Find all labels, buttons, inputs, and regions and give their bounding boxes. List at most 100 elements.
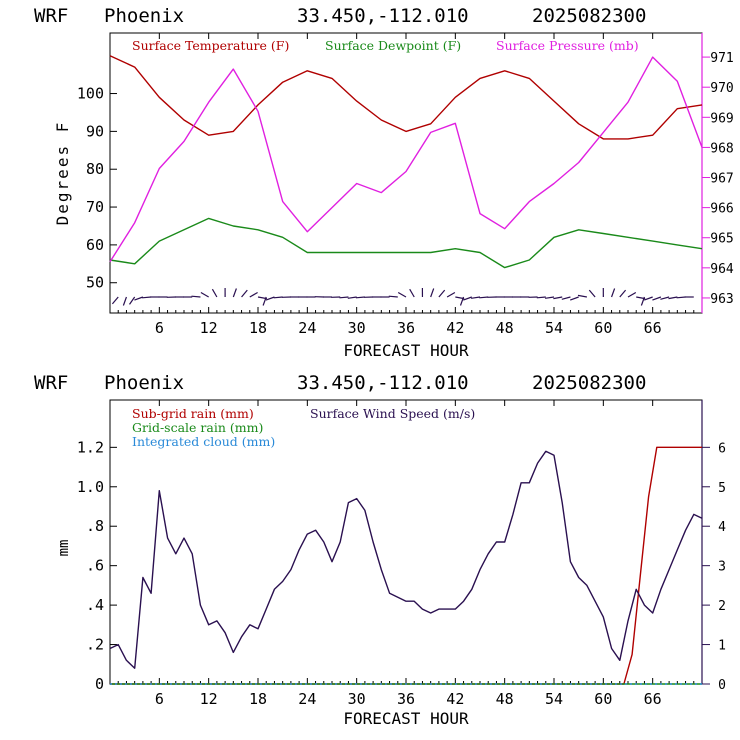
x-tick-label: 6	[155, 319, 164, 337]
y-tick-label: .4	[86, 596, 104, 614]
wind-barbs	[111, 287, 694, 306]
series-line	[110, 446, 702, 685]
wind-barb	[459, 296, 465, 306]
y-tick-label: 90	[86, 122, 104, 140]
x-tick-label: 48	[496, 690, 514, 708]
x-tick-label: 12	[200, 319, 218, 337]
x-tick-label: 54	[545, 319, 563, 337]
y-tick-label: 50	[86, 274, 104, 292]
wind-barb	[191, 295, 201, 298]
legend-1: Surface Temperature (F) Surface Dewpoint…	[132, 38, 639, 53]
wind-barb	[627, 291, 637, 298]
header-coords: 33.450,-112.010	[297, 5, 469, 27]
y2-tick-label: 0	[718, 678, 726, 693]
y2-tick-label: 964	[710, 262, 734, 277]
y-tick-label: 60	[86, 236, 104, 254]
header-init: 2025082300	[532, 5, 646, 27]
y-tick-label: .6	[86, 557, 104, 575]
y-axis-2: 0 .2 .4 .6 .8 1.0 1.2	[77, 438, 117, 693]
wind-barb	[446, 291, 456, 298]
panel-2-header: WRF Phoenix 33.450,-112.010 2025082300	[34, 372, 646, 394]
x-tick-label: 30	[348, 319, 366, 337]
wind-barb	[569, 296, 579, 301]
y-tick-label: 70	[86, 198, 104, 216]
x-tick-label: 24	[298, 690, 316, 708]
wind-barb	[643, 296, 653, 301]
y2-tick-label: 970	[710, 81, 733, 96]
legend-wind-speed: Surface Wind Speed (m/s)	[310, 406, 475, 421]
y2-axis-1: 963 964 965 966 967 968 969 970 971	[702, 51, 734, 307]
header-location-2: Phoenix	[104, 372, 184, 394]
header-init-2: 2025082300	[532, 372, 646, 394]
legend-pressure: Surface Pressure (mb)	[496, 38, 639, 53]
wind-barb	[536, 296, 546, 299]
series-line	[109, 450, 703, 669]
legend-dewpoint: Surface Dewpoint (F)	[325, 38, 461, 53]
wind-barb	[660, 296, 670, 300]
x-tick-label: 60	[594, 690, 612, 708]
y2-tick-label: 5	[718, 481, 726, 496]
x-tick-label: 60	[594, 319, 612, 337]
y2-axis-2: 0 1 2 3 4 5 6	[702, 441, 726, 693]
series-line	[109, 217, 703, 269]
x-tick-label: 54	[545, 690, 563, 708]
wind-barb	[249, 291, 258, 298]
x-tick-label: 24	[298, 319, 316, 337]
x-tick-label: 36	[397, 690, 415, 708]
wind-barb	[347, 296, 357, 299]
y2-tick-label: 1	[718, 639, 726, 654]
plot-area-1	[109, 32, 703, 314]
wind-barb	[397, 291, 407, 298]
legend-temperature: Surface Temperature (F)	[132, 38, 289, 53]
y-tick-label: 1.2	[77, 438, 104, 456]
y-axis-1: 50 60 70 80 90 100	[77, 85, 117, 292]
y-axis-title-2: mm	[56, 540, 72, 557]
y-tick-label: 1.0	[77, 478, 104, 496]
y2-tick-label: 965	[710, 232, 733, 247]
x-tick-label: 66	[644, 690, 662, 708]
x-tick-label: 42	[446, 690, 464, 708]
wind-barb	[262, 296, 267, 306]
wind-barb	[241, 289, 248, 298]
y-axis-title-1: Degrees F	[53, 121, 72, 226]
y2-tick-label: 6	[718, 441, 726, 456]
header-model-2: WRF	[34, 372, 68, 394]
wind-barb	[668, 296, 678, 300]
x-tick-label: 66	[644, 319, 662, 337]
wind-barb	[471, 296, 481, 299]
wind-barb	[561, 296, 571, 300]
wind-barb	[111, 296, 119, 305]
series-line	[109, 56, 703, 263]
wind-barb	[211, 288, 218, 298]
series-line	[109, 55, 703, 140]
wind-barb	[479, 296, 489, 299]
y2-tick-label: 966	[710, 202, 733, 217]
wind-barb	[463, 296, 472, 301]
y2-tick-label: 968	[710, 141, 733, 156]
wind-barb	[640, 296, 646, 306]
wind-barb	[122, 296, 128, 306]
header-location: Phoenix	[104, 5, 184, 27]
wind-barb	[273, 296, 283, 299]
wind-barb	[232, 288, 237, 298]
wind-barb	[577, 294, 587, 298]
wind-barb	[430, 288, 435, 298]
wind-barb	[676, 296, 686, 299]
y2-tick-label: 963	[710, 292, 733, 307]
y2-tick-label: 971	[710, 51, 733, 66]
y2-tick-label: 3	[718, 560, 726, 575]
wind-barb	[129, 296, 136, 305]
y-tick-label: 100	[77, 85, 104, 103]
x-tick-label: 6	[155, 690, 164, 708]
wind-barb	[438, 289, 446, 298]
y2-tick-label: 4	[718, 520, 726, 535]
legend-2: Sub-grid rain (mm) Grid-scale rain (mm) …	[132, 406, 475, 449]
x-axis-title-1: FORECAST HOUR	[343, 341, 469, 360]
x-tick-label: 30	[348, 690, 366, 708]
wind-barb	[339, 296, 349, 299]
y-tick-label: 0	[95, 675, 104, 693]
x-tick-label: 18	[249, 690, 267, 708]
wind-barb	[652, 296, 662, 301]
y2-tick-label: 967	[710, 172, 733, 187]
